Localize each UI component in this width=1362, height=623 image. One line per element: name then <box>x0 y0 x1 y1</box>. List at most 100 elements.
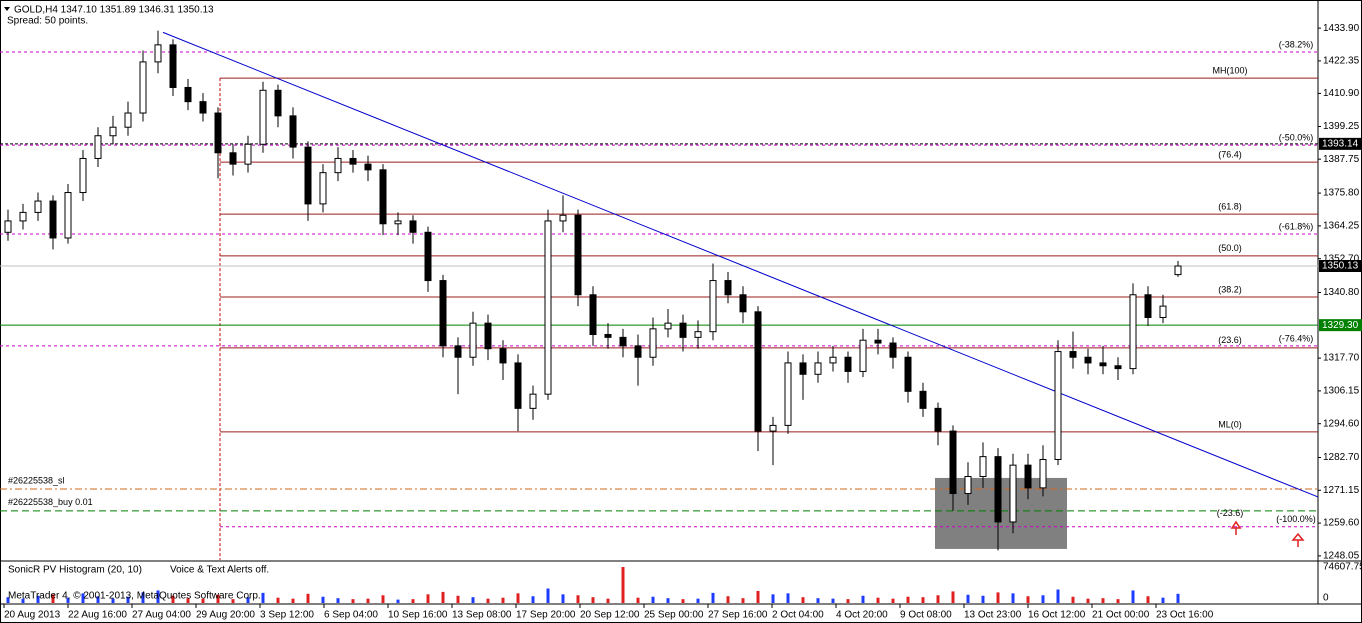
candle-body <box>1114 365 1122 370</box>
volume-bar <box>456 595 460 603</box>
candle-body <box>1024 464 1032 489</box>
candle-body <box>1174 265 1182 276</box>
y-tick-label: 1340.80 <box>1323 287 1360 298</box>
spread: Spread: 50 points. <box>7 16 88 27</box>
volume-bar <box>1011 593 1015 603</box>
candle-body <box>439 280 447 347</box>
y-tick-label: 1375.80 <box>1323 188 1360 199</box>
y-tick-label: 1248.05 <box>1323 551 1360 562</box>
volume-bar <box>1131 590 1135 603</box>
volume-bar <box>1041 595 1045 603</box>
volume-bar <box>441 591 445 603</box>
volume-bar <box>66 597 70 603</box>
volume-bar <box>336 598 340 603</box>
candle-body <box>169 44 177 88</box>
candle-body <box>529 393 537 409</box>
candle-body <box>154 44 162 63</box>
candle-body <box>844 356 852 372</box>
candle-body <box>379 169 387 225</box>
volume-bar <box>891 598 895 603</box>
candle-body <box>889 342 897 358</box>
volume-bar <box>246 597 250 603</box>
candle-body <box>334 157 342 174</box>
candle-body <box>394 220 402 225</box>
candle-body <box>664 322 672 330</box>
candle-body <box>319 172 327 205</box>
price-label: 1393.14 <box>1322 139 1359 150</box>
candle-body <box>589 294 597 336</box>
volume-bar <box>1176 593 1180 603</box>
candle-body <box>409 220 417 233</box>
y-tick-label: 1422.35 <box>1323 56 1360 67</box>
volume-bar <box>861 595 865 603</box>
candle-body <box>469 322 477 358</box>
fib-label: (-23.6) <box>1217 508 1244 518</box>
candle-body <box>1144 294 1152 318</box>
candle-body <box>694 331 702 338</box>
candle-body <box>454 345 462 358</box>
menu-arrow <box>4 7 10 11</box>
candle-body <box>364 163 372 171</box>
volume-bar <box>1071 596 1075 603</box>
volume-bar <box>1056 589 1060 603</box>
volume-bar <box>636 597 640 603</box>
order-label: #26225538_buy 0.01 <box>8 497 93 507</box>
candle-body <box>1054 351 1062 460</box>
candle-body <box>1159 305 1167 318</box>
volume-bar <box>1146 596 1150 603</box>
x-tick-label: 17 Sep 20:00 <box>516 610 576 621</box>
candle-body <box>544 220 552 395</box>
x-tick-label: 23 Oct 16:00 <box>1156 610 1214 621</box>
volume-bar <box>771 594 775 603</box>
candle-body <box>124 112 132 128</box>
fib-label: MH(100) <box>1212 65 1247 75</box>
volume-bar <box>321 596 325 603</box>
candle-body <box>199 101 207 114</box>
fib-label: (76.4) <box>1218 150 1242 160</box>
volume-bar <box>666 598 670 603</box>
candle-body <box>829 356 837 364</box>
volume-bar <box>141 592 145 603</box>
x-tick-label: 9 Oct 08:00 <box>900 610 952 621</box>
volume-bar <box>561 594 565 603</box>
indicator-note: Voice & Text Alerts off. <box>170 565 269 576</box>
volume-bar <box>711 592 715 603</box>
volume-bar <box>516 593 520 603</box>
ext-label: (-61.8%) <box>1279 221 1314 231</box>
volume-bar <box>1086 598 1090 603</box>
candle-body <box>214 112 222 154</box>
candle-body <box>274 89 282 117</box>
candle-body <box>109 126 117 137</box>
candle-body <box>754 311 762 432</box>
volume-bar <box>951 591 955 603</box>
order-label: #26225538_sl <box>8 475 65 485</box>
volume-bar <box>981 595 985 603</box>
x-tick-label: 20 Aug 2013 <box>4 610 61 621</box>
price-box <box>1319 319 1362 332</box>
arrow <box>1230 520 1242 535</box>
candle-body <box>994 456 1002 523</box>
y-tick-label: 1399.25 <box>1323 121 1360 132</box>
candle-body <box>1069 351 1077 358</box>
candle-body <box>859 339 867 372</box>
volume-bar <box>846 599 850 603</box>
ext-label: (-38.2%) <box>1279 39 1314 49</box>
x-tick-label: 10 Sep 16:00 <box>388 610 448 621</box>
candle-body <box>79 157 87 194</box>
volume-bar <box>426 594 430 603</box>
candle-body <box>424 231 432 282</box>
x-tick-label: 6 Sep 04:00 <box>324 610 378 621</box>
x-tick-label: 13 Sep 08:00 <box>452 610 512 621</box>
volume-bar <box>741 598 745 603</box>
volume-bar <box>21 598 25 603</box>
volume-bar <box>546 588 550 603</box>
candle-body <box>739 294 747 313</box>
volume-bar <box>906 596 910 603</box>
candle-body <box>1084 356 1092 364</box>
fib-label: ML(0) <box>1218 419 1242 429</box>
ext-label: (-50.0%) <box>1279 132 1314 142</box>
volume-bar <box>51 594 55 603</box>
candle-body <box>4 220 12 233</box>
volume-bar <box>936 595 940 603</box>
